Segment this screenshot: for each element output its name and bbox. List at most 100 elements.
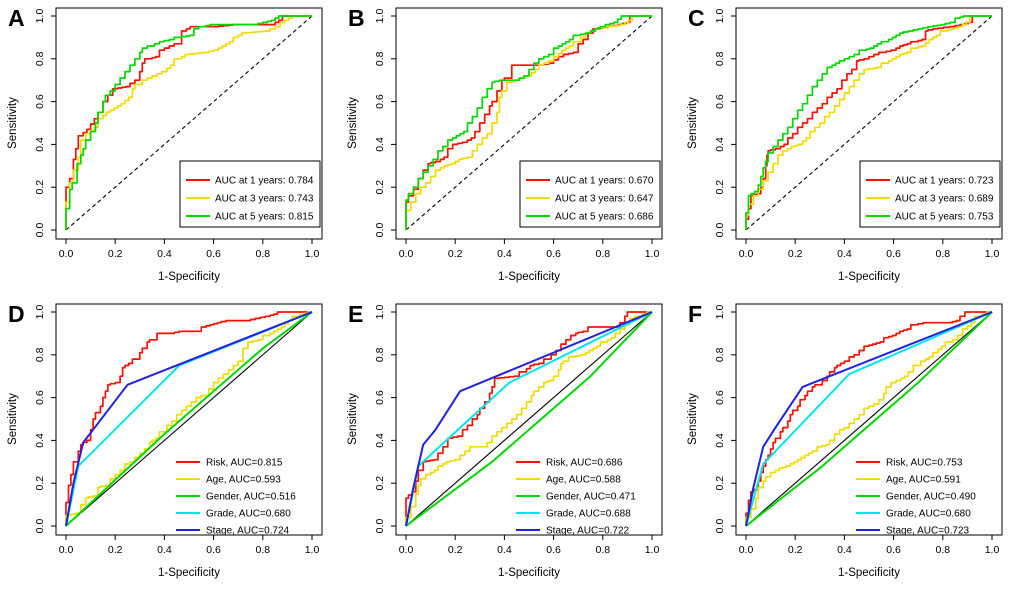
plot-border <box>55 7 323 240</box>
x-tick-label: 0.4 <box>157 248 172 260</box>
x-tick-label: 1.0 <box>305 248 320 260</box>
roc-curve-red <box>405 311 652 526</box>
legend-label: Stage, AUC=0.724 <box>206 526 290 537</box>
x-tick-label: 0.6 <box>206 544 221 556</box>
legend: Risk, AUC=0.686 Age, AUC=0.588 Gender, AUC… <box>516 458 636 537</box>
legend-label: Risk, AUC=0.815 <box>206 458 283 469</box>
plot-border <box>735 7 1003 240</box>
roc-curve-green <box>745 311 993 527</box>
x-tick-label: 0.6 <box>886 544 901 556</box>
y-axis-title: Sensitivity <box>7 97 19 149</box>
reference-diagonal-line <box>65 311 313 527</box>
x-tick-label: 0.8 <box>595 248 610 260</box>
x-axis-title: 1-Specificity <box>838 567 900 579</box>
roc-curve-green <box>65 311 313 527</box>
x-tick-label: 1.0 <box>985 544 1000 556</box>
x-tick-label: 0.8 <box>255 544 270 556</box>
legend-label: AUC at 3 years: 0.689 <box>895 194 994 205</box>
y-tick-label: 0.4 <box>34 433 46 448</box>
x-tick-label: 0.2 <box>788 248 803 260</box>
x-tick-label: 0.8 <box>935 248 950 260</box>
roc-curve-yellow <box>745 311 992 526</box>
legend-label: Risk, AUC=0.686 <box>546 458 623 469</box>
y-tick-label: 0.8 <box>374 347 386 362</box>
y-tick-label: 0.8 <box>714 51 726 66</box>
roc-curve-yellow <box>405 311 652 526</box>
roc-curve-green <box>405 15 652 230</box>
y-tick-label: 0.0 <box>34 223 46 238</box>
y-tick-label: 0.4 <box>714 433 726 448</box>
y-tick-label: 0.8 <box>34 51 46 66</box>
roc-curve-blue <box>405 311 653 527</box>
legend-label: Stage, AUC=0.722 <box>546 526 630 537</box>
roc-panel-E: 0.0 0.0 0.2 0.2 0.4 0.4 0.6 0.6 0.8 0.8 1.0 1.0 1-Sp… <box>347 301 663 579</box>
legend-label: AUC at 3 years: 0.743 <box>215 194 314 205</box>
roc-curve-yellow <box>745 15 992 230</box>
y-axis-title: Sensitivity <box>687 393 699 445</box>
x-axis-title: 1-Specificity <box>838 271 900 283</box>
x-tick-label: 0.2 <box>108 248 123 260</box>
x-axis-title: 1-Specificity <box>158 271 220 283</box>
y-tick-label: 0.2 <box>374 476 386 491</box>
legend: AUC at 1 years: 0.784 AUC at 3 years: 0.7… <box>179 160 321 228</box>
y-tick-label: 0.8 <box>34 347 46 362</box>
y-tick-label: 1.0 <box>34 9 46 24</box>
y-tick-label: 0.6 <box>714 390 726 405</box>
plot-border <box>735 303 1003 536</box>
plot-border <box>55 303 323 536</box>
legend-label: AUC at 1 years: 0.723 <box>895 176 994 187</box>
roc-panel-F: 0.0 0.0 0.2 0.2 0.4 0.4 0.6 0.6 0.8 0.8 1.0 1.0 1-Sp… <box>687 301 1003 579</box>
roc-curve-red <box>745 311 992 526</box>
y-tick-label: 1.0 <box>374 9 386 24</box>
roc-curve-red <box>65 311 312 526</box>
x-axis-title: 1-Specificity <box>498 271 560 283</box>
y-tick-label: 0.0 <box>374 519 386 534</box>
legend-label: Age, AUC=0.591 <box>886 475 961 486</box>
y-tick-label: 0.2 <box>714 180 726 195</box>
legend-label: AUC at 5 years: 0.753 <box>895 212 994 223</box>
roc-curve-yellow <box>65 311 312 526</box>
panel-letter-F: F <box>688 301 702 327</box>
x-tick-label: 0.0 <box>59 248 74 260</box>
legend-label: Risk, AUC=0.753 <box>886 458 963 469</box>
panel-letter-C: C <box>688 5 705 31</box>
roc-curve-cyan <box>745 311 993 527</box>
x-tick-label: 1.0 <box>645 544 660 556</box>
roc-curve-green <box>405 311 653 527</box>
y-tick-label: 0.4 <box>374 433 386 448</box>
roc-panel-A: 0.0 0.0 0.2 0.2 0.4 0.4 0.6 0.6 0.8 0.8 1.0 1.0 1-Sp… <box>7 5 323 283</box>
y-axis-title: Sensitivity <box>347 393 359 445</box>
x-axis-title: 1-Specificity <box>498 567 560 579</box>
y-tick-label: 0.8 <box>714 347 726 362</box>
reference-diagonal-line <box>745 311 993 527</box>
y-axis-title: Sensitivity <box>7 393 19 445</box>
legend-label: Grade, AUC=0.680 <box>206 509 291 520</box>
legend-label: Stage, AUC=0.723 <box>886 526 970 537</box>
x-tick-label: 0.4 <box>837 544 852 556</box>
legend-label: AUC at 5 years: 0.815 <box>215 212 314 223</box>
plot-border <box>395 303 663 536</box>
reference-diagonal-line <box>405 15 653 231</box>
legend: Risk, AUC=0.753 Age, AUC=0.591 Gender, AUC… <box>856 458 976 537</box>
legend-label: Age, AUC=0.588 <box>546 475 621 486</box>
legend-label: Gender, AUC=0.490 <box>886 492 976 503</box>
y-tick-label: 1.0 <box>34 305 46 320</box>
roc-curve-green <box>745 15 992 230</box>
x-tick-label: 0.4 <box>497 248 512 260</box>
x-tick-label: 1.0 <box>645 248 660 260</box>
x-tick-label: 0.2 <box>448 544 463 556</box>
x-tick-label: 0.8 <box>595 544 610 556</box>
x-tick-label: 0.0 <box>59 544 74 556</box>
y-tick-label: 0.6 <box>374 94 386 109</box>
legend-label: Grade, AUC=0.680 <box>886 509 971 520</box>
x-tick-label: 0.4 <box>837 248 852 260</box>
roc-curve-blue <box>65 311 313 527</box>
legend-label: AUC at 3 years: 0.647 <box>555 194 654 205</box>
panel-letter-E: E <box>348 301 363 327</box>
y-tick-label: 0.0 <box>714 519 726 534</box>
plot-border <box>395 7 663 240</box>
legend: AUC at 1 years: 0.723 AUC at 3 years: 0.6… <box>859 160 1001 228</box>
legend-label: AUC at 1 years: 0.670 <box>555 176 654 187</box>
y-tick-label: 1.0 <box>374 305 386 320</box>
